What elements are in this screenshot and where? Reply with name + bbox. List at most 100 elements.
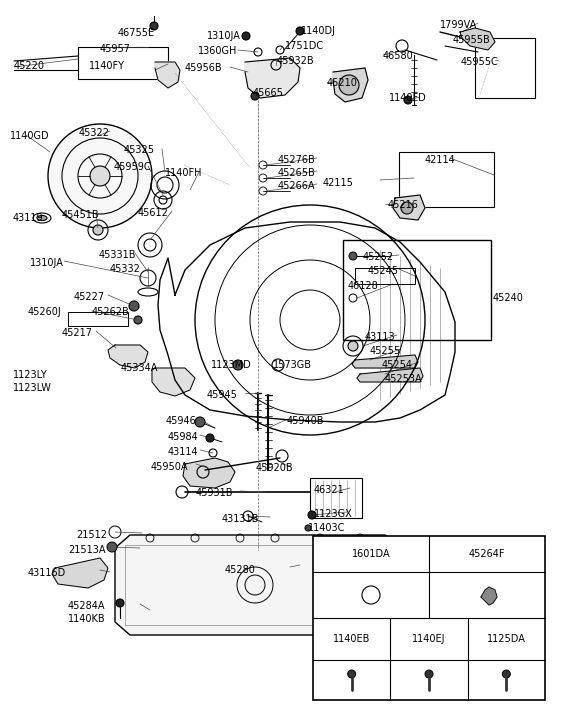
Text: 1123LY: 1123LY bbox=[13, 370, 48, 380]
Text: 11403C: 11403C bbox=[308, 523, 346, 533]
Text: 45217: 45217 bbox=[62, 328, 93, 338]
Text: 1310JA: 1310JA bbox=[207, 31, 241, 41]
Text: 45665: 45665 bbox=[253, 88, 284, 98]
Polygon shape bbox=[460, 28, 495, 50]
Text: 43116D: 43116D bbox=[28, 568, 66, 578]
Text: 42114: 42114 bbox=[425, 155, 456, 165]
Text: 45325: 45325 bbox=[124, 145, 155, 155]
Text: 45253A: 45253A bbox=[385, 374, 422, 384]
Text: 1140KB: 1140KB bbox=[68, 614, 105, 624]
Text: 45264F: 45264F bbox=[469, 549, 505, 559]
Circle shape bbox=[150, 22, 158, 30]
Circle shape bbox=[349, 252, 357, 260]
Text: 45945: 45945 bbox=[207, 390, 238, 400]
Circle shape bbox=[425, 670, 433, 678]
Text: 1140FD: 1140FD bbox=[389, 93, 427, 103]
Text: 45940B: 45940B bbox=[287, 416, 324, 426]
Text: 1573GB: 1573GB bbox=[273, 360, 312, 370]
Text: 46755E: 46755E bbox=[118, 28, 155, 38]
Text: 45984: 45984 bbox=[168, 432, 199, 442]
Text: 46580: 46580 bbox=[383, 51, 414, 61]
Text: 21512: 21512 bbox=[76, 530, 107, 540]
Text: 1125DA: 1125DA bbox=[487, 634, 526, 644]
Bar bbox=[68, 312, 128, 326]
Text: 45216: 45216 bbox=[388, 200, 419, 210]
Text: 45252: 45252 bbox=[363, 252, 394, 262]
Polygon shape bbox=[183, 458, 235, 488]
Text: 1123MD: 1123MD bbox=[211, 360, 252, 370]
Text: 1140FH: 1140FH bbox=[165, 168, 203, 178]
Circle shape bbox=[401, 202, 413, 214]
Circle shape bbox=[233, 360, 243, 370]
Text: 1799VA: 1799VA bbox=[440, 20, 477, 30]
Circle shape bbox=[348, 341, 358, 351]
Bar bbox=[355, 268, 415, 284]
Text: 42115: 42115 bbox=[323, 178, 354, 188]
Text: 45262B: 45262B bbox=[92, 307, 130, 317]
Text: 1140FY: 1140FY bbox=[89, 61, 125, 71]
Bar bbox=[313, 536, 545, 700]
Text: 45451B: 45451B bbox=[62, 210, 100, 220]
Text: 46321: 46321 bbox=[314, 485, 345, 495]
Ellipse shape bbox=[37, 215, 47, 220]
Text: 45240: 45240 bbox=[493, 293, 524, 303]
Text: 1140EB: 1140EB bbox=[333, 634, 370, 644]
Circle shape bbox=[339, 75, 359, 95]
Text: 45957: 45957 bbox=[100, 44, 131, 54]
Text: 21513A: 21513A bbox=[68, 545, 105, 555]
Text: 45946: 45946 bbox=[166, 416, 197, 426]
Text: 45931B: 45931B bbox=[196, 488, 233, 498]
Text: 45920B: 45920B bbox=[256, 463, 293, 473]
Circle shape bbox=[206, 434, 214, 442]
Text: 45332: 45332 bbox=[110, 264, 141, 274]
Bar bbox=[475, 38, 535, 98]
Text: 45276B: 45276B bbox=[278, 155, 316, 165]
Polygon shape bbox=[333, 68, 368, 102]
Text: 43131B: 43131B bbox=[222, 514, 259, 524]
Text: 45245: 45245 bbox=[368, 266, 399, 276]
Circle shape bbox=[93, 225, 103, 235]
Circle shape bbox=[242, 32, 250, 40]
Circle shape bbox=[134, 316, 142, 324]
Text: 45956B: 45956B bbox=[185, 63, 223, 73]
Circle shape bbox=[48, 124, 152, 228]
Circle shape bbox=[502, 670, 511, 678]
Polygon shape bbox=[393, 195, 425, 220]
Text: 45334A: 45334A bbox=[121, 363, 158, 373]
Polygon shape bbox=[245, 58, 300, 98]
Circle shape bbox=[90, 166, 110, 186]
Bar bbox=[343, 240, 491, 340]
Text: 45266A: 45266A bbox=[278, 181, 315, 191]
Text: 45932B: 45932B bbox=[277, 56, 315, 66]
Polygon shape bbox=[108, 345, 148, 368]
Text: 45210: 45210 bbox=[327, 78, 358, 88]
Circle shape bbox=[305, 525, 311, 531]
Circle shape bbox=[348, 670, 356, 678]
Circle shape bbox=[129, 301, 139, 311]
Text: 45284A: 45284A bbox=[68, 601, 105, 611]
Text: 45322: 45322 bbox=[79, 128, 110, 138]
Polygon shape bbox=[352, 355, 418, 368]
Text: 45260J: 45260J bbox=[28, 307, 62, 317]
Text: 1140DJ: 1140DJ bbox=[301, 26, 336, 36]
Polygon shape bbox=[152, 368, 195, 396]
Text: 1140EJ: 1140EJ bbox=[412, 634, 446, 644]
Text: 1310JA: 1310JA bbox=[30, 258, 64, 268]
Text: 45255: 45255 bbox=[370, 346, 401, 356]
Text: 43114: 43114 bbox=[168, 447, 199, 457]
Text: 45331B: 45331B bbox=[99, 250, 136, 260]
Text: 45955B: 45955B bbox=[453, 35, 491, 45]
Bar bbox=[78, 47, 168, 79]
Polygon shape bbox=[52, 558, 108, 588]
Text: 45254: 45254 bbox=[382, 360, 413, 370]
Text: 1751DC: 1751DC bbox=[285, 41, 324, 51]
Text: 1140GD: 1140GD bbox=[10, 131, 49, 141]
Bar bbox=[399, 152, 494, 207]
Text: 45220: 45220 bbox=[14, 61, 45, 71]
Polygon shape bbox=[357, 368, 423, 382]
Text: 1123GX: 1123GX bbox=[314, 509, 353, 519]
Circle shape bbox=[107, 542, 117, 552]
Text: 1123LW: 1123LW bbox=[13, 383, 52, 393]
Circle shape bbox=[195, 417, 205, 427]
Circle shape bbox=[251, 92, 259, 100]
